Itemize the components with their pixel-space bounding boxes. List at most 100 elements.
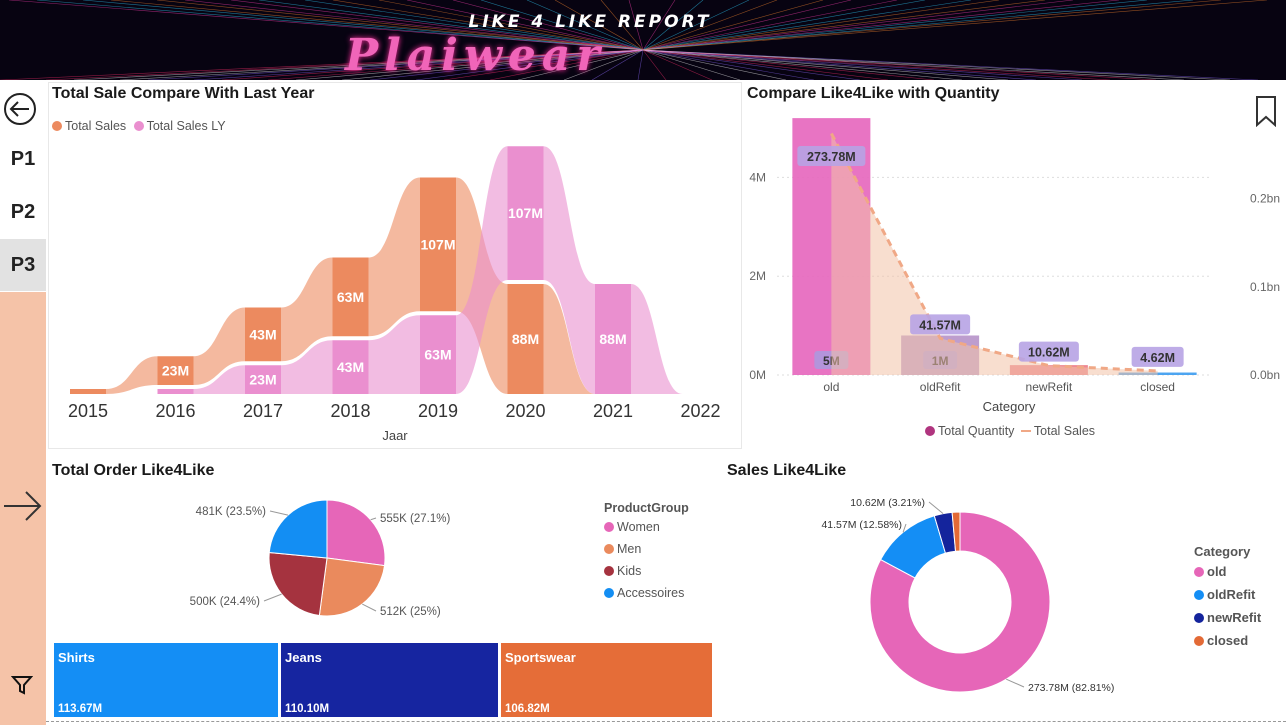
- ribbon-band: [368, 315, 420, 394]
- legend-accessoires[interactable]: Accessoires: [604, 586, 689, 600]
- combo-chart: 0M2M4M0.0bn0.1bn0.2bnold5MoldRefit1MnewR…: [749, 118, 1280, 414]
- ribbon-bar: [70, 389, 106, 394]
- banner-ray: [332, 0, 644, 51]
- ribbon-data-label: 88M: [512, 331, 539, 347]
- ribbon-band: [193, 365, 245, 394]
- donut-data-label: 10.62M (3.21%): [850, 497, 925, 509]
- banner-ray: [489, 49, 644, 80]
- ribbon-bar: [507, 284, 544, 394]
- donut-legend-title: Category: [1194, 544, 1251, 559]
- banner-ray: [642, 0, 1000, 51]
- pie-legend: ProductGroup Women Men Kids Accessoires: [604, 501, 689, 600]
- page-button-p1[interactable]: P1: [10, 148, 36, 170]
- banner-ray: [642, 49, 1037, 80]
- banner-ray: [642, 49, 1083, 80]
- banner-ray: [45, 49, 644, 80]
- legend-oldrefit[interactable]: oldRefit: [1194, 587, 1261, 602]
- donut-leader-line: [1006, 678, 1025, 688]
- legend-kids[interactable]: Kids: [604, 564, 689, 578]
- bookmark-icon[interactable]: [1255, 95, 1277, 127]
- sales-label-bg: [910, 314, 971, 335]
- tile-value: 106.82M: [505, 703, 550, 715]
- banner-ray: [184, 0, 644, 51]
- x-tick-label: oldRefit: [920, 380, 961, 394]
- back-arrow-icon[interactable]: [3, 92, 37, 126]
- legend-men[interactable]: Men: [604, 542, 689, 556]
- next-arrow-icon[interactable]: [2, 488, 44, 524]
- donut-data-label: 41.57M (12.58%): [821, 519, 902, 531]
- page-button-p3[interactable]: P3: [0, 239, 46, 291]
- legend-label: Total Sales LY: [146, 119, 226, 133]
- treemap-tile-shirts[interactable]: Shirts 113.67M: [54, 643, 278, 717]
- legend-dot-icon: [604, 522, 614, 532]
- banner-ray: [642, 49, 861, 80]
- banner-ray: [156, 0, 644, 51]
- banner-ray: [600, 0, 644, 51]
- banner-ray: [0, 49, 644, 80]
- pie-data-label: 555K (27.1%): [380, 513, 450, 525]
- legend-women[interactable]: Women: [604, 520, 689, 534]
- banner-ray: [642, 0, 898, 51]
- tile-name: Jeans: [285, 650, 322, 665]
- legend-dot-icon: [1194, 636, 1204, 646]
- legend-label: Women: [617, 520, 660, 534]
- page-button-p2[interactable]: P2: [10, 201, 36, 223]
- legend-label: Total Sales: [1033, 424, 1096, 438]
- banner-ray: [304, 0, 644, 51]
- banner-ray: [642, 0, 750, 51]
- banner-ray: [406, 0, 644, 51]
- banner-ray: [642, 0, 1268, 51]
- banner-ray: [642, 49, 889, 80]
- banner-ray: [258, 0, 644, 51]
- ribbon-bar: [595, 284, 631, 394]
- legend-label: Accessoires: [617, 586, 685, 600]
- x-tick-label: 2018: [330, 401, 370, 421]
- banner-ray: [642, 0, 926, 51]
- banner-ray: [378, 0, 644, 51]
- legend-dot-icon: [925, 426, 935, 436]
- legend-old[interactable]: old: [1194, 564, 1261, 579]
- legend-closed[interactable]: closed: [1194, 633, 1261, 648]
- banner-ray: [642, 0, 852, 51]
- pie-leader-line: [269, 510, 289, 516]
- banner-ray: [642, 0, 972, 51]
- filter-icon[interactable]: [11, 674, 33, 696]
- pie-data-label: 512K (25%): [380, 606, 441, 618]
- banner-ray: [119, 49, 644, 80]
- tile-name: Shirts: [58, 650, 95, 665]
- banner-ray: [642, 0, 704, 51]
- sales-data-label: 41.57M: [919, 318, 961, 332]
- ribbon-bar: [157, 389, 194, 394]
- legend-dot-icon: [1194, 590, 1204, 600]
- banner-ray: [642, 0, 1046, 51]
- legend-newrefit[interactable]: newRefit: [1194, 610, 1261, 625]
- ribbon-band: [368, 177, 420, 337]
- pie-slice: [318, 557, 386, 617]
- tile-name: Sportswear: [505, 650, 576, 665]
- treemap-tile-jeans[interactable]: Jeans 110.10M: [281, 643, 498, 717]
- legend-total-sales-line[interactable]: Total Sales: [1020, 424, 1096, 438]
- banner-ray: [642, 0, 1120, 51]
- legend-dot-icon: [133, 121, 144, 131]
- ribbon-data-label: 107M: [508, 205, 543, 221]
- legend-total-sales-ly[interactable]: Total Sales LY: [133, 119, 226, 133]
- donut-chart-title: Sales Like4Like: [727, 462, 847, 479]
- ribbon-band: [631, 284, 683, 394]
- legend-total-sales[interactable]: Total Sales: [52, 119, 126, 133]
- sales-area: [831, 133, 1158, 375]
- banner-ray: [642, 49, 667, 80]
- ribbon-bar: [245, 307, 281, 362]
- sales-label-bg: [1131, 346, 1184, 367]
- legend-total-quantity[interactable]: Total Quantity: [925, 424, 1014, 438]
- banner-ray: [563, 49, 644, 80]
- ribbon-bar: [245, 365, 281, 394]
- banner-ray: [110, 0, 644, 51]
- legend-dot-icon: [1194, 567, 1204, 577]
- x-tick-label: old: [823, 380, 839, 394]
- treemap-tile-sportswear[interactable]: Sportswear 106.82M: [501, 643, 712, 717]
- ribbon-data-label: 43M: [249, 326, 276, 342]
- banner-ray: [480, 0, 644, 51]
- ribbon-band: [193, 307, 245, 385]
- banner-ray: [642, 49, 1111, 80]
- x-tick-label: closed: [1140, 380, 1175, 394]
